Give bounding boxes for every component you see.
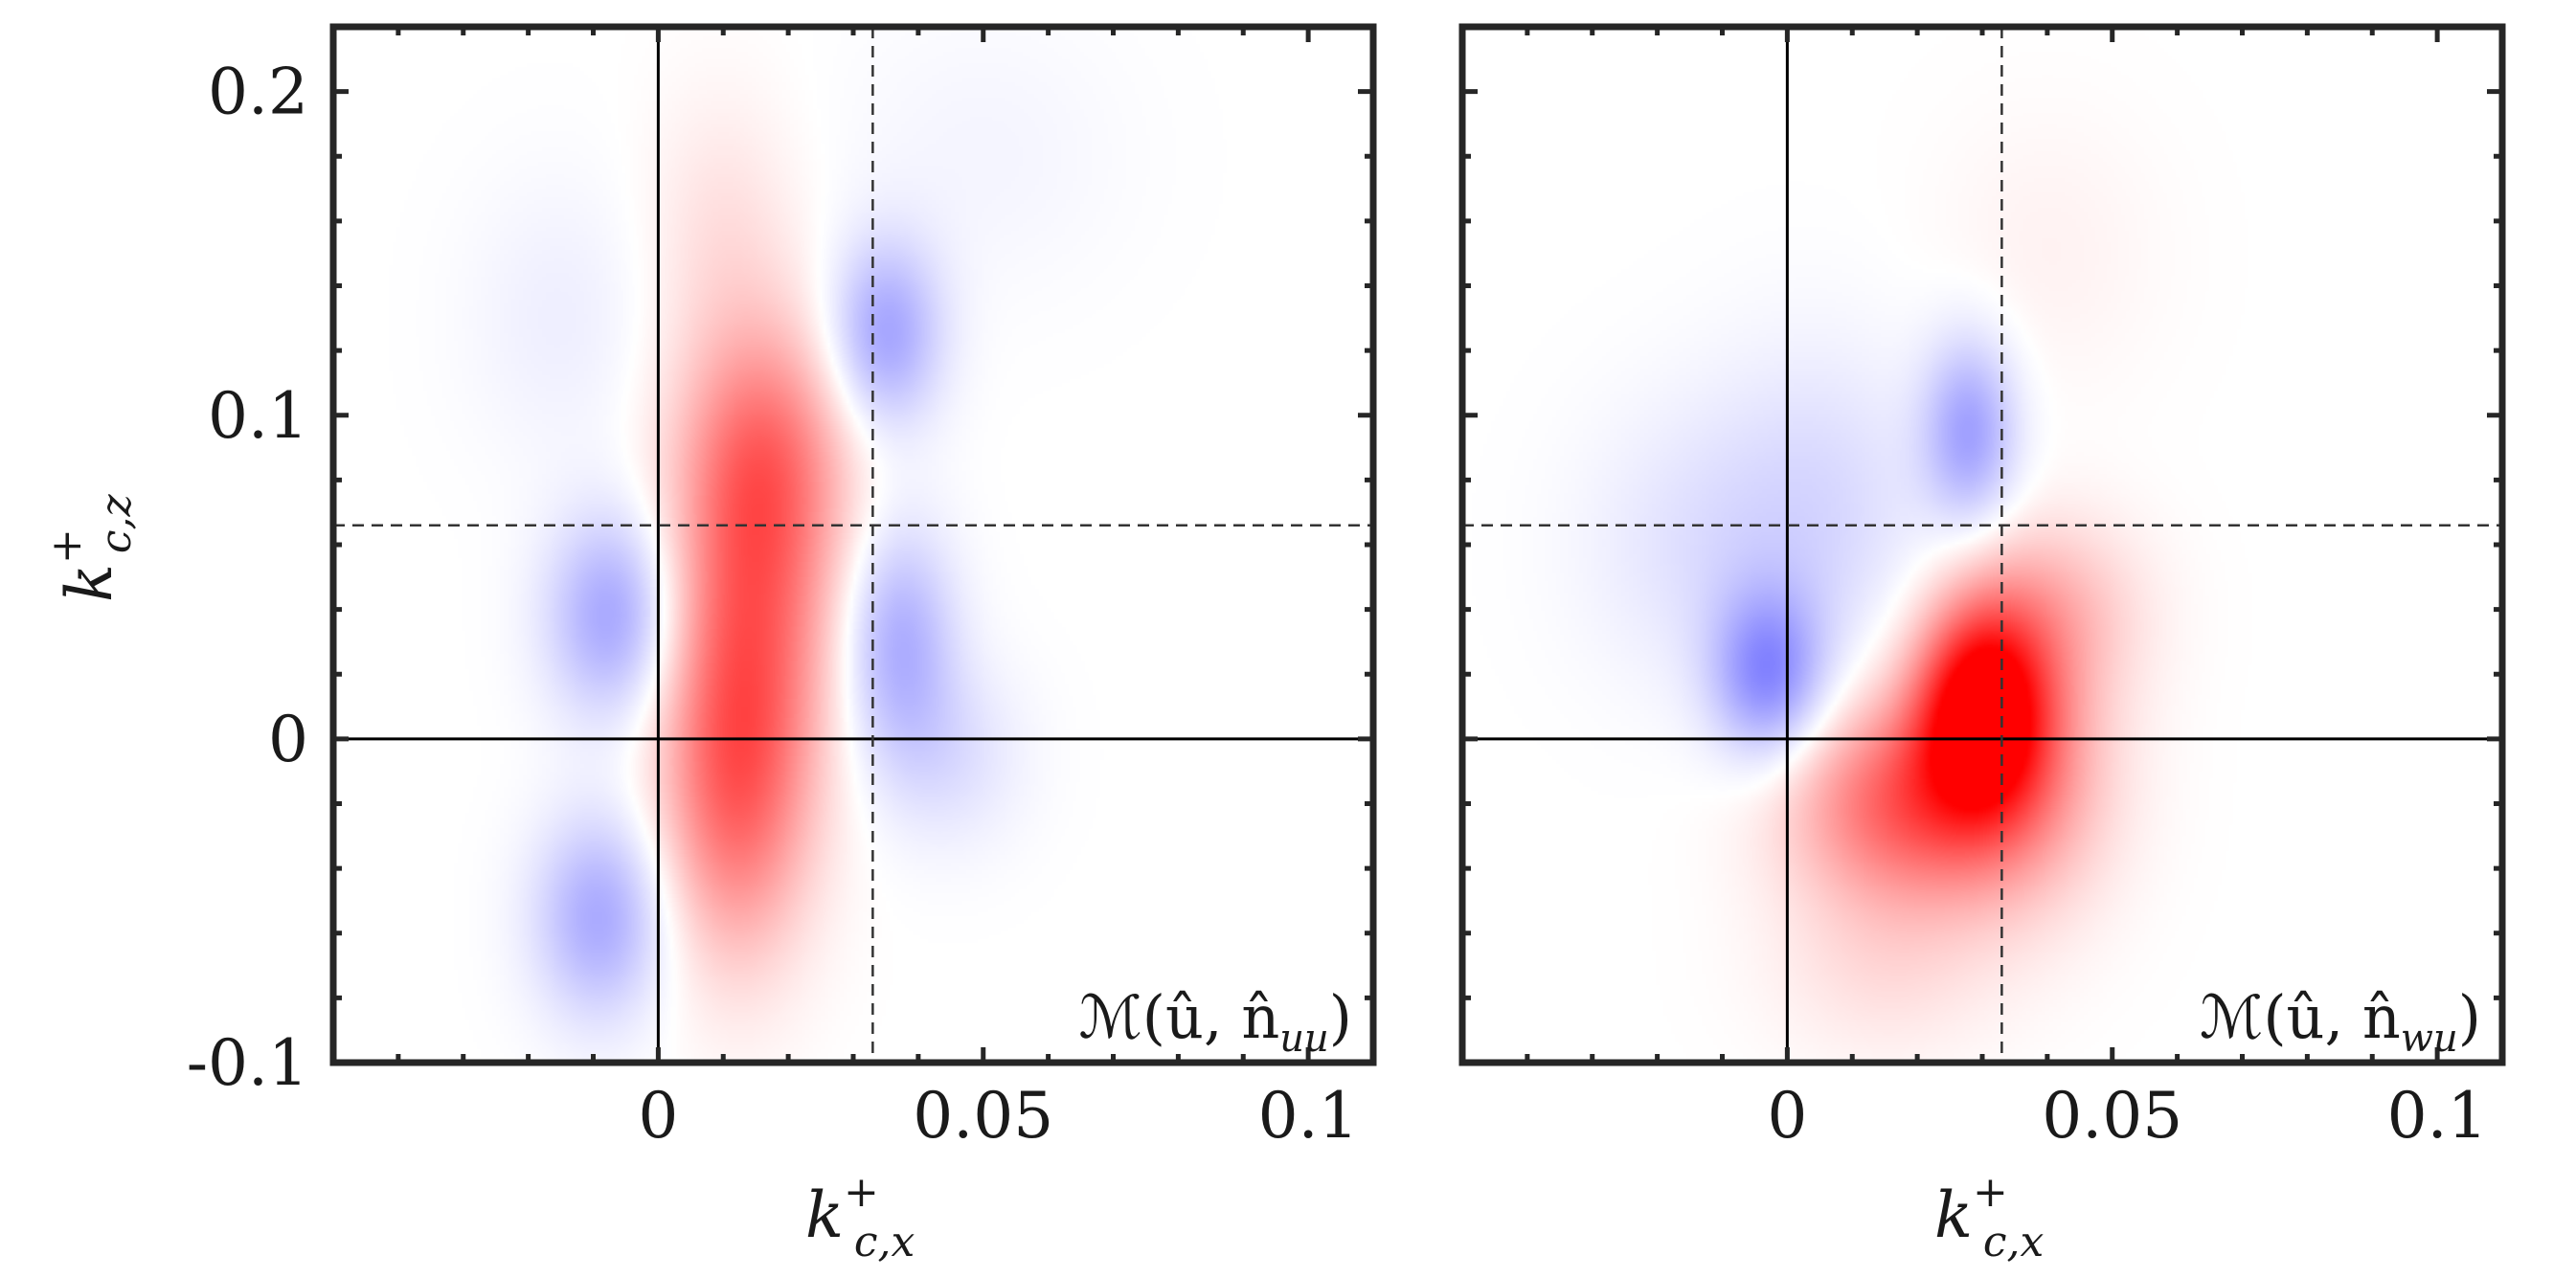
x-axis-label: k+ c,x [1934, 1168, 2045, 1267]
y-tick-label: -0.1 [187, 1026, 308, 1100]
x-tick-label: 0.1 [2387, 1079, 2488, 1153]
x-tick-label: 0.05 [2042, 1079, 2182, 1153]
y-tick-label: 0.2 [208, 56, 308, 129]
y-tick-label: 0.1 [208, 379, 308, 453]
x-tick-label: 0 [1767, 1079, 1807, 1153]
x-tick-label: 0.05 [913, 1079, 1053, 1153]
heatmap-field [1462, 27, 2502, 1063]
panel-annotation: ℳ(û, n̂uu) [1079, 982, 1353, 1061]
heatmap-field [333, 27, 1373, 1063]
right-panel: 0 0.05 0.1 k+ c,x ℳ(û, n̂wu) [1458, 23, 2506, 1267]
panel-annotation: ℳ(û, n̂wu) [2200, 982, 2481, 1061]
axes-frame [1458, 23, 2506, 1066]
x-tick-label: 0 [638, 1079, 678, 1153]
x-tick-label: 0.1 [1258, 1079, 1359, 1153]
y-tick-label: 0 [268, 703, 308, 776]
x-axis-label: k+ c,x [805, 1168, 915, 1267]
y-axis-label: k+c,z [42, 493, 141, 602]
axes-frame [329, 23, 1377, 1066]
left-panel: 0 0.05 0.1 -0.1 0 0.1 0.2 k+ c,x k+c,z ℳ(û, n̂uu) [42, 23, 1377, 1267]
